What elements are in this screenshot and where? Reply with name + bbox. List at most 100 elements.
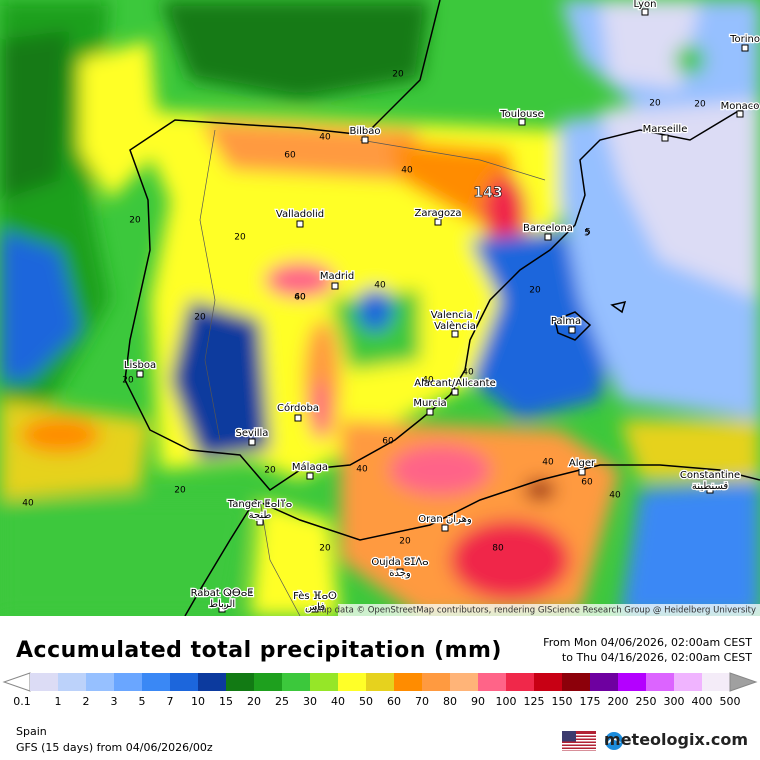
period-from: From Mon 04/06/2026, 02:00am CEST <box>543 636 752 649</box>
legend-swatch <box>226 673 254 691</box>
legend-label: 100 <box>496 695 517 708</box>
city-marker <box>451 330 459 338</box>
city-label: Bilbao <box>349 126 380 137</box>
city-label: Oran وهران <box>418 514 472 525</box>
legend-label: 5 <box>139 695 146 708</box>
contour-label: 20 <box>649 99 661 109</box>
legend-label: 50 <box>359 695 373 708</box>
city-label: Murcia <box>413 398 446 409</box>
legend-swatch <box>338 673 366 691</box>
city-marker <box>426 408 434 416</box>
legend-label: 125 <box>524 695 545 708</box>
attribution: Map data © OpenStreetMap contributors, r… <box>314 606 756 616</box>
city-label: Zaragoza <box>414 208 461 219</box>
city-label: Valencia / <box>431 310 480 321</box>
legend-swatch <box>30 673 58 691</box>
legend-label: 40 <box>331 695 345 708</box>
legend-swatch <box>170 673 198 691</box>
legend-swatch <box>142 673 170 691</box>
legend-swatch <box>674 673 702 691</box>
contour-label: 20 <box>234 233 246 243</box>
contour-label: 20 <box>129 216 141 226</box>
city-label: وجدة <box>389 568 411 579</box>
city-label: Córdoba <box>277 402 319 414</box>
city-label: Barcelona <box>523 223 573 234</box>
legend-swatch <box>254 673 282 691</box>
legend-swatch <box>114 673 142 691</box>
city-marker <box>544 233 552 241</box>
city-label: طنجة <box>249 510 272 521</box>
city-label: الرباط <box>209 599 235 610</box>
city-marker <box>396 568 404 576</box>
city-label: Palma <box>551 316 581 327</box>
city-label: Alger <box>569 458 596 469</box>
attribution-bg <box>338 604 760 616</box>
city-label: Alacant/Alicante <box>414 378 495 389</box>
brand-icon <box>605 732 623 750</box>
city-label: Sevilla <box>236 428 269 439</box>
city-label: Valladolid <box>276 209 324 220</box>
city-label: Lisboa <box>124 360 156 371</box>
contour-label: 60 <box>581 478 593 488</box>
legend-label: 300 <box>664 695 685 708</box>
legend-label: 10 <box>191 695 205 708</box>
legend-label: 25 <box>275 695 289 708</box>
legend: 0.1 1 2 3 5 7 10 15 20 25 30 40 50 60 70 80 90 100 125 150 1… <box>2 672 758 708</box>
contour-label: 40 <box>542 458 554 468</box>
contour-label: 40 <box>401 166 413 176</box>
city-label: Marseille <box>643 124 688 135</box>
city-marker <box>256 518 264 526</box>
contour-label: 20 <box>174 486 186 496</box>
legend-label: 1 <box>55 695 62 708</box>
contour-label: 60 <box>284 151 296 161</box>
period-to: to Thu 04/16/2026, 02:00am CEST <box>561 651 752 664</box>
legend-label: 2 <box>83 695 90 708</box>
city-label: Toulouse <box>499 109 543 120</box>
city-marker <box>706 486 714 494</box>
city-marker <box>248 438 256 446</box>
city-label: Lyon <box>633 0 656 10</box>
legend-swatch <box>618 673 646 691</box>
city-marker <box>661 134 669 142</box>
legend-label: 30 <box>303 695 317 708</box>
legend-arrow-left <box>2 672 31 692</box>
city-marker <box>296 220 304 228</box>
contour-label: 20 <box>694 100 706 110</box>
legend-swatch <box>86 673 114 691</box>
legend-label: 15 <box>219 695 233 708</box>
contour-label: 20 <box>529 286 541 296</box>
city-marker <box>331 282 339 290</box>
legend-label: 3 <box>111 695 118 708</box>
legend-label: 90 <box>471 695 485 708</box>
precip-field <box>0 0 760 616</box>
legend-swatch <box>702 673 730 691</box>
city-marker <box>736 110 744 118</box>
contour-label: 40 <box>374 281 386 291</box>
city-marker <box>311 605 319 613</box>
legend-label: 20 <box>247 695 261 708</box>
legend-label: 80 <box>443 695 457 708</box>
region: Spain <box>16 725 47 738</box>
legend-swatch <box>562 673 590 691</box>
legend-label: 400 <box>692 695 713 708</box>
contour-label: 40 <box>609 491 621 501</box>
max-label: 143 <box>473 185 502 201</box>
contour-label: 20 <box>319 544 331 554</box>
contour-label: 40 <box>22 499 34 509</box>
city-label: Torino <box>729 34 760 45</box>
model: GFS (15 days) from 04/06/2026/00z <box>16 741 213 754</box>
us-flag <box>562 731 596 751</box>
legend-swatch <box>282 673 310 691</box>
legend-swatch <box>310 673 338 691</box>
legend-label: 60 <box>387 695 401 708</box>
city-marker <box>451 388 459 396</box>
contour-label: 20 <box>194 313 206 323</box>
contour-label: 5 <box>585 228 591 238</box>
map: Lyon Torino Toulouse Monaco Marseille Bilbao V… <box>0 0 760 616</box>
legend-swatch <box>394 673 422 691</box>
legend-label: 200 <box>608 695 629 708</box>
contour-label: 40 <box>422 376 434 386</box>
city-label: València <box>434 320 476 332</box>
city-label: Tanger ⵟⴰⵏⴶⴰ <box>227 499 292 510</box>
legend-swatch <box>450 673 478 691</box>
